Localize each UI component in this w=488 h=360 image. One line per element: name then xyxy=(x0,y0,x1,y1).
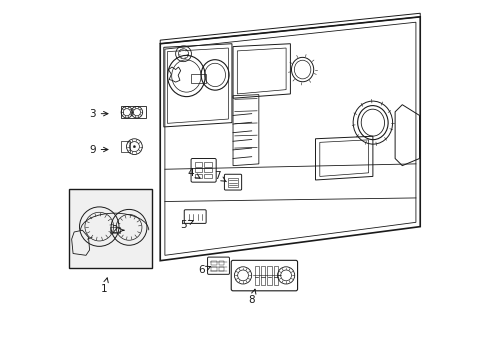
Text: 3: 3 xyxy=(89,109,108,119)
Text: 4: 4 xyxy=(187,168,200,178)
Bar xyxy=(121,141,129,152)
Bar xyxy=(121,106,145,118)
Bar xyxy=(218,267,224,271)
Bar xyxy=(204,162,211,167)
Bar xyxy=(204,174,211,178)
Bar xyxy=(195,174,202,178)
Text: 7: 7 xyxy=(214,171,226,182)
Text: 1: 1 xyxy=(101,278,108,294)
Bar xyxy=(254,266,258,285)
Text: 9: 9 xyxy=(89,144,108,154)
Bar xyxy=(227,178,238,187)
Bar xyxy=(267,266,271,285)
Bar xyxy=(195,162,202,167)
Bar xyxy=(210,267,216,271)
Bar xyxy=(110,226,120,233)
Bar xyxy=(273,266,278,285)
Bar xyxy=(218,261,224,265)
Text: 6: 6 xyxy=(198,265,210,275)
Text: 5: 5 xyxy=(180,220,193,230)
Bar xyxy=(210,261,216,265)
Text: 8: 8 xyxy=(248,289,255,305)
Bar xyxy=(69,189,152,268)
Bar xyxy=(191,74,205,83)
Circle shape xyxy=(133,145,135,148)
Bar xyxy=(261,266,265,285)
Bar xyxy=(204,168,211,172)
Bar xyxy=(195,168,202,172)
Text: 2: 2 xyxy=(111,225,123,235)
